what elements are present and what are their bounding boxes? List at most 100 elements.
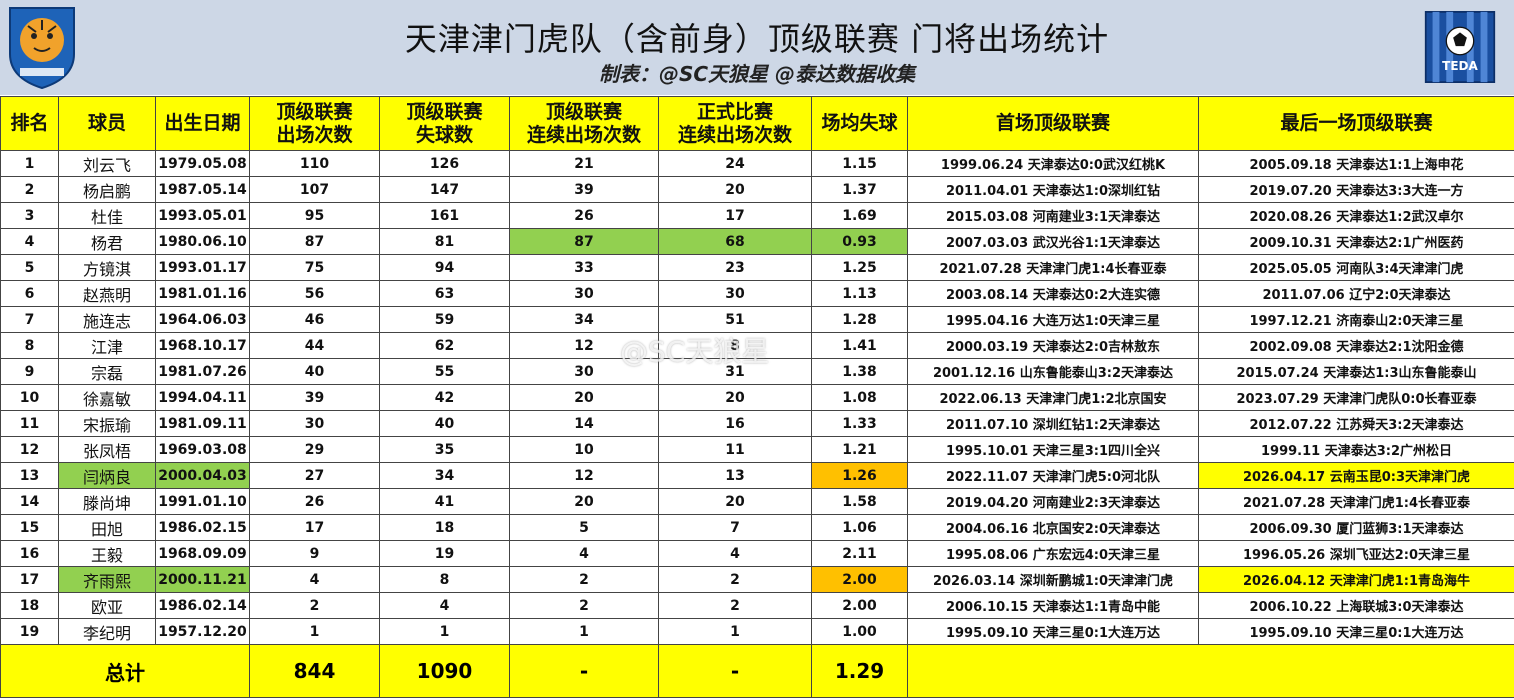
cell-consecutive-league: 30 — [509, 280, 659, 307]
cell-appearances: 17 — [249, 514, 380, 541]
cell-goals-against: 35 — [379, 436, 510, 463]
cell-birth-date: 1987.05.14 — [155, 176, 250, 203]
cell-rank: 2 — [0, 176, 59, 203]
cell-rank: 14 — [0, 488, 59, 515]
cell-consecutive-official: 8 — [658, 332, 812, 359]
cell-goals-against: 94 — [379, 254, 510, 281]
table-row: 8 江津 1968.10.17 44 62 12 8 1.41 2000.03.19 天津泰达2… — [0, 332, 1514, 359]
cell-birth-date: 1994.04.11 — [155, 384, 250, 411]
cell-first-match: 2022.06.13 天津津门虎1:2北京国安 — [907, 384, 1199, 411]
cell-goals-against: 81 — [379, 228, 510, 255]
cell-appearances: 44 — [249, 332, 380, 359]
cell-goals-against: 63 — [379, 280, 510, 307]
cell-appearances: 30 — [249, 410, 380, 437]
cell-avg-conceded: 1.69 — [811, 202, 908, 229]
cell-first-match: 2015.03.08 河南建业3:1天津泰达 — [907, 202, 1199, 229]
cell-goals-against: 34 — [379, 462, 510, 489]
cell-birth-date: 1993.05.01 — [155, 202, 250, 229]
cell-player: 李纪明 — [58, 618, 156, 645]
table-row: 14 滕尚坤 1991.01.10 26 41 20 20 1.58 2019.04.20 河南… — [0, 488, 1514, 515]
cell-consecutive-league: 30 — [509, 358, 659, 385]
cell-goals-against: 40 — [379, 410, 510, 437]
cell-consecutive-league: 10 — [509, 436, 659, 463]
header-avg-conceded: 场均失球 — [811, 96, 908, 151]
cell-goals-against: 42 — [379, 384, 510, 411]
total-consecutive-league: - — [509, 644, 659, 698]
cell-first-match: 1995.08.06 广东宏远4:0天津三星 — [907, 540, 1199, 567]
cell-rank: 19 — [0, 618, 59, 645]
cell-last-match: 2019.07.20 天津泰达3:3大连一方 — [1198, 176, 1514, 203]
cell-consecutive-official: 11 — [658, 436, 812, 463]
table-row: 15 田旭 1986.02.15 17 18 5 7 1.06 2004.06.16 北京国安2… — [0, 514, 1514, 541]
cell-birth-date: 1991.01.10 — [155, 488, 250, 515]
total-empty-cell — [907, 644, 1514, 698]
cell-consecutive-official: 1 — [658, 618, 812, 645]
table-row: 7 施连志 1964.06.03 46 59 34 51 1.28 1995.04.16 大连万… — [0, 306, 1514, 333]
table-row: 17 齐雨熙 2000.11.21 4 8 2 2 2.00 2026.03.14 深圳新鹏城1… — [0, 566, 1514, 593]
title-banner: 天津津门虎队（含前身）顶级联赛 门将出场统计 制表：@SC天狼星 @泰达数据收集… — [0, 0, 1514, 95]
cell-birth-date: 1957.12.20 — [155, 618, 250, 645]
cell-avg-conceded: 0.93 — [811, 228, 908, 255]
cell-appearances: 40 — [249, 358, 380, 385]
cell-last-match: 2009.10.31 天津泰达2:1广州医药 — [1198, 228, 1514, 255]
table-row: 5 方镜淇 1993.01.17 75 94 33 23 1.25 2021.07.28 天津津… — [0, 254, 1514, 281]
cell-consecutive-official: 20 — [658, 384, 812, 411]
header-first-match: 首场顶级联赛 — [907, 96, 1199, 151]
cell-last-match: 2025.05.05 河南队3:4天津津门虎 — [1198, 254, 1514, 281]
cell-appearances: 9 — [249, 540, 380, 567]
cell-consecutive-official: 16 — [658, 410, 812, 437]
cell-consecutive-official: 4 — [658, 540, 812, 567]
table-row: 13 闫炳良 2000.04.03 27 34 12 13 1.26 2022.11.07 天津… — [0, 462, 1514, 489]
header-appearances: 顶级联赛 出场次数 — [249, 96, 380, 151]
cell-consecutive-league: 33 — [509, 254, 659, 281]
cell-goals-against: 41 — [379, 488, 510, 515]
tianjin-tiger-crest-icon — [9, 7, 75, 90]
cell-first-match: 1995.04.16 大连万达1:0天津三星 — [907, 306, 1199, 333]
header-consecutive-official-line2: 连续出场次数 — [677, 123, 792, 146]
cell-consecutive-official: 31 — [658, 358, 812, 385]
cell-appearances: 87 — [249, 228, 380, 255]
cell-first-match: 2003.08.14 天津泰达0:2大连实德 — [907, 280, 1199, 307]
table-row: 16 王毅 1968.09.09 9 19 4 4 2.11 1995.08.06 广东宏远4:… — [0, 540, 1514, 567]
page-title: 天津津门虎队（含前身）顶级联赛 门将出场统计 — [404, 20, 1110, 58]
cell-first-match: 2019.04.20 河南建业2:3天津泰达 — [907, 488, 1199, 515]
cell-avg-conceded: 1.25 — [811, 254, 908, 281]
cell-avg-conceded: 1.06 — [811, 514, 908, 541]
cell-first-match: 2001.12.16 山东鲁能泰山3:2天津泰达 — [907, 358, 1199, 385]
total-appearances: 844 — [249, 644, 380, 698]
cell-player: 刘云飞 — [58, 150, 156, 177]
cell-last-match: 2015.07.24 天津泰达1:3山东鲁能泰山 — [1198, 358, 1514, 385]
cell-avg-conceded: 2.11 — [811, 540, 908, 567]
cell-goals-against: 1 — [379, 618, 510, 645]
cell-rank: 16 — [0, 540, 59, 567]
cell-rank: 6 — [0, 280, 59, 307]
cell-player: 王毅 — [58, 540, 156, 567]
cell-avg-conceded: 1.21 — [811, 436, 908, 463]
table-row: 3 杜佳 1993.05.01 95 161 26 17 1.69 2015.03.08 河南建… — [0, 202, 1514, 229]
cell-birth-date: 1968.10.17 — [155, 332, 250, 359]
cell-last-match: 2002.09.08 天津泰达2:1沈阳金德 — [1198, 332, 1514, 359]
cell-first-match: 1995.09.10 天津三星0:1大连万达 — [907, 618, 1199, 645]
cell-consecutive-league: 14 — [509, 410, 659, 437]
header-consecutive-official-line1: 正式比赛 — [696, 100, 773, 123]
cell-consecutive-league: 1 — [509, 618, 659, 645]
cell-goals-against: 147 — [379, 176, 510, 203]
teda-crest-icon: TEDA — [1424, 11, 1496, 83]
cell-last-match: 2012.07.22 江苏舜天3:2天津泰达 — [1198, 410, 1514, 437]
cell-goals-against: 126 — [379, 150, 510, 177]
total-label: 总计 — [0, 644, 250, 698]
cell-avg-conceded: 1.26 — [811, 462, 908, 489]
cell-consecutive-official: 68 — [658, 228, 812, 255]
cell-last-match: 2026.04.12 天津津门虎1:1青岛海牛 — [1198, 566, 1514, 593]
cell-birth-date: 2000.11.21 — [155, 566, 250, 593]
cell-avg-conceded: 1.08 — [811, 384, 908, 411]
cell-first-match: 1999.06.24 天津泰达0:0武汉红桃K — [907, 150, 1199, 177]
cell-birth-date: 1986.02.14 — [155, 592, 250, 619]
page-subtitle: 制表：@SC天狼星 @泰达数据收集 — [598, 62, 916, 86]
cell-player: 欧亚 — [58, 592, 156, 619]
table-row: 12 张凤梧 1969.03.08 29 35 10 11 1.21 1995.10.01 天津… — [0, 436, 1514, 463]
cell-last-match: 2021.07.28 天津津门虎1:4长春亚泰 — [1198, 488, 1514, 515]
cell-avg-conceded: 1.37 — [811, 176, 908, 203]
cell-appearances: 1 — [249, 618, 380, 645]
cell-birth-date: 1969.03.08 — [155, 436, 250, 463]
